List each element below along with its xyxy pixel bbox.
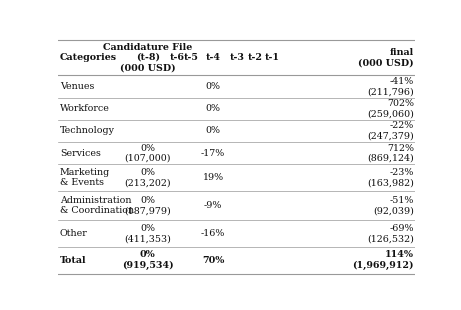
Text: t-3: t-3	[230, 53, 245, 62]
Text: 0%
(411,353): 0% (411,353)	[124, 224, 171, 243]
Text: 70%: 70%	[202, 256, 224, 265]
Text: final
(000 USD): final (000 USD)	[358, 48, 414, 67]
Text: t-1: t-1	[265, 53, 279, 62]
Text: 0%
(213,202): 0% (213,202)	[124, 168, 171, 188]
Text: Other: Other	[60, 229, 88, 238]
Text: t-2: t-2	[248, 53, 262, 62]
Text: -69%
(126,532): -69% (126,532)	[367, 224, 414, 243]
Text: 0%: 0%	[206, 126, 220, 135]
Text: 0%
(187,979): 0% (187,979)	[124, 196, 171, 215]
Text: 114%
(1,969,912): 114% (1,969,912)	[352, 250, 414, 270]
Text: Workforce: Workforce	[60, 104, 110, 113]
Text: 0%: 0%	[206, 82, 220, 91]
Text: Administration
& Coordination: Administration & Coordination	[60, 196, 134, 215]
Text: -16%: -16%	[201, 229, 225, 238]
Text: Marketing
& Events: Marketing & Events	[60, 168, 110, 188]
Text: -23%
(163,982): -23% (163,982)	[367, 168, 414, 188]
Text: Candidature File
(t-8)
(000 USD): Candidature File (t-8) (000 USD)	[103, 42, 192, 72]
Text: 0%
(107,000): 0% (107,000)	[124, 144, 171, 163]
Text: -22%
(247,379): -22% (247,379)	[367, 121, 414, 141]
Text: t-4: t-4	[206, 53, 220, 62]
Text: Categories: Categories	[60, 53, 117, 62]
Text: -41%
(211,796): -41% (211,796)	[367, 77, 414, 96]
Text: 0%
(919,534): 0% (919,534)	[122, 250, 174, 270]
Text: 712%
(869,124): 712% (869,124)	[367, 144, 414, 163]
Text: t-5: t-5	[184, 53, 199, 62]
Text: 0%: 0%	[206, 104, 220, 113]
Text: Services: Services	[60, 149, 100, 158]
Text: Technology: Technology	[60, 126, 115, 135]
Text: Total: Total	[60, 256, 86, 265]
Text: 702%
(259,060): 702% (259,060)	[367, 99, 414, 118]
Text: -51%
(92,039): -51% (92,039)	[373, 196, 414, 215]
Text: 19%: 19%	[202, 173, 224, 182]
Text: -17%: -17%	[201, 149, 225, 158]
Text: Venues: Venues	[60, 82, 94, 91]
Text: t-6: t-6	[170, 53, 185, 62]
Text: -9%: -9%	[204, 201, 222, 210]
